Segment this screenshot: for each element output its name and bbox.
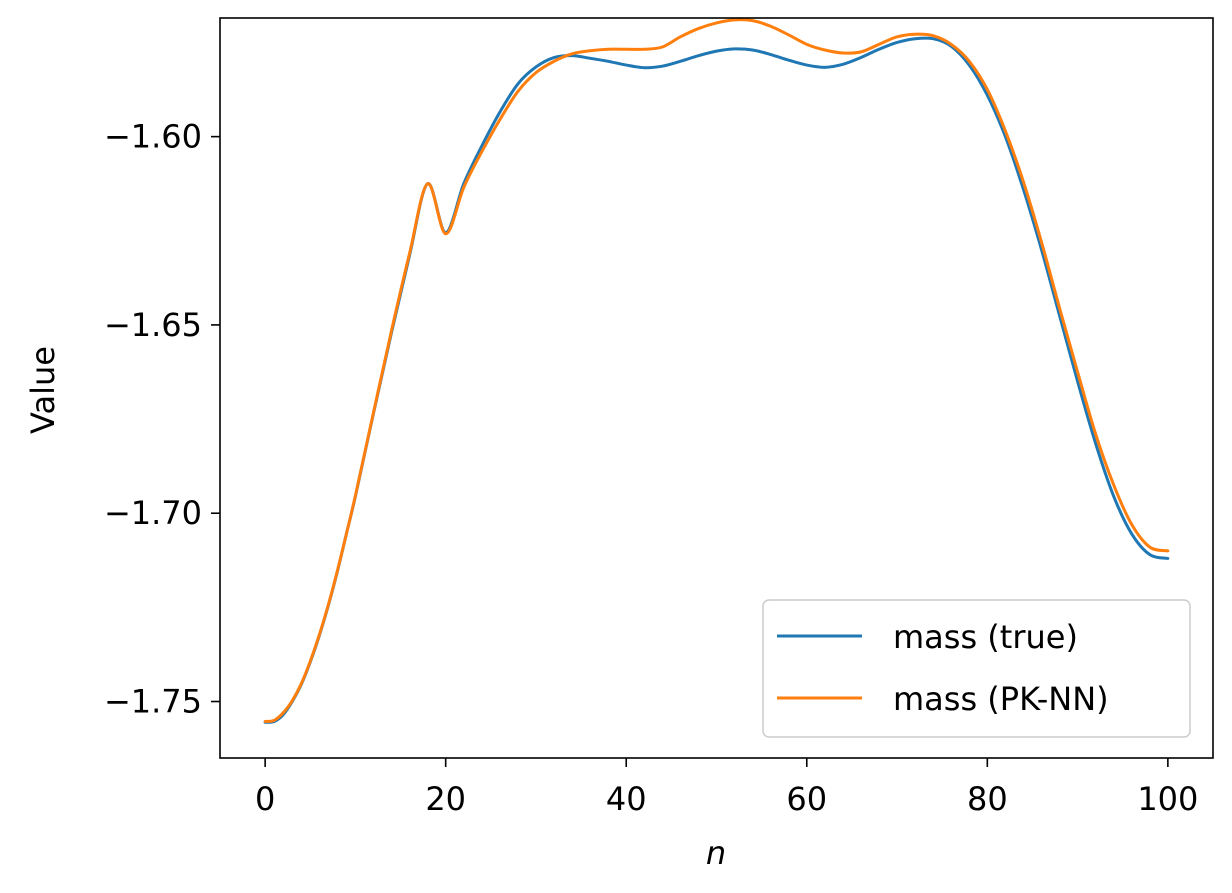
- legend: mass (true) mass (PK-NN): [762, 599, 1191, 738]
- series-line-mass-pknn: [263, 18, 1170, 723]
- x-tick-label: 0: [255, 780, 275, 818]
- y-tick-label: −1.60: [104, 118, 202, 156]
- x-tick-label: 60: [786, 780, 827, 818]
- legend-label-mass-pknn: mass (PK-NN): [893, 680, 1109, 718]
- plot-frame: [219, 17, 1214, 759]
- x-tick-label: 80: [967, 780, 1008, 818]
- legend-box: [762, 599, 1191, 738]
- y-axis-label: Value: [24, 346, 62, 434]
- x-tick-label: 100: [1137, 780, 1198, 818]
- y-tick-label: −1.75: [104, 683, 202, 721]
- x-axis: 0 20 40 60 80 100: [255, 758, 1198, 818]
- x-tick-label: 20: [425, 780, 466, 818]
- series-lines: [263, 18, 1170, 724]
- y-tick-label: −1.70: [104, 494, 202, 532]
- x-axis-label: n: [706, 834, 726, 872]
- legend-label-mass-true: mass (true): [893, 618, 1078, 656]
- x-tick-label: 40: [606, 780, 647, 818]
- y-axis: −1.75 −1.70 −1.65 −1.60: [104, 118, 220, 721]
- y-tick-label: −1.65: [104, 306, 202, 344]
